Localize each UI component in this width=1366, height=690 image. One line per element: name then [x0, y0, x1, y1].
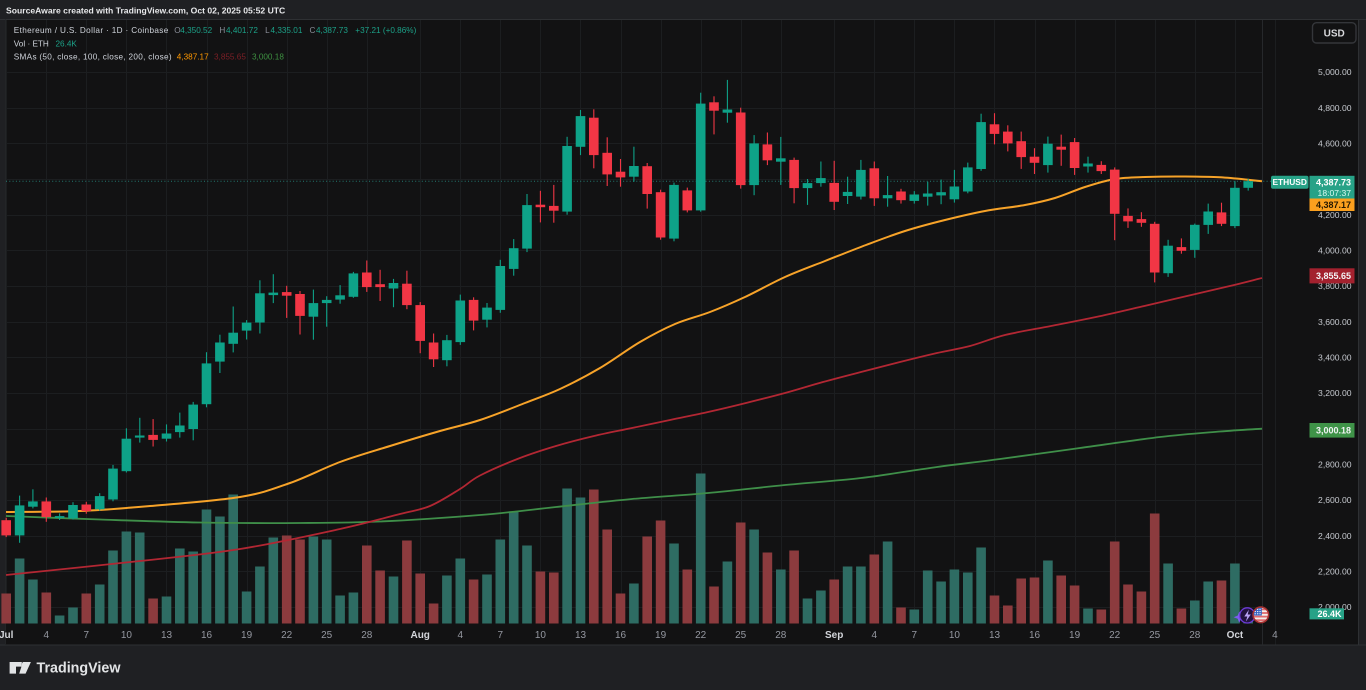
svg-text:5,000.00: 5,000.00 — [1318, 67, 1352, 77]
svg-text:7: 7 — [912, 630, 918, 641]
svg-text:16: 16 — [201, 630, 213, 641]
svg-text:16: 16 — [1029, 630, 1041, 641]
svg-text:4,387.17: 4,387.17 — [177, 53, 209, 62]
svg-text:2,800.00: 2,800.00 — [1318, 459, 1352, 469]
svg-text:L: L — [265, 26, 270, 35]
svg-text:2,200.00: 2,200.00 — [1318, 566, 1352, 576]
svg-text:3,200.00: 3,200.00 — [1318, 388, 1352, 398]
svg-text:10: 10 — [535, 630, 547, 641]
svg-text:4: 4 — [872, 630, 878, 641]
svg-text:4,350.52: 4,350.52 — [180, 26, 212, 35]
svg-text:18:07:37: 18:07:37 — [1318, 188, 1352, 198]
svg-text:7: 7 — [498, 630, 504, 641]
svg-text:28: 28 — [775, 630, 787, 641]
svg-text:SMAs (50, close, 100, close, 2: SMAs (50, close, 100, close, 200, close) — [14, 53, 172, 62]
svg-text:USD: USD — [1324, 29, 1345, 40]
svg-text:19: 19 — [655, 630, 667, 641]
svg-text:4,000.00: 4,000.00 — [1318, 246, 1352, 256]
svg-text:16: 16 — [615, 630, 627, 641]
svg-text:25: 25 — [1149, 630, 1161, 641]
svg-text:4: 4 — [44, 630, 50, 641]
svg-text:SourceAware created with Tradi: SourceAware created with TradingView.com… — [6, 6, 285, 16]
svg-text:3,800.00: 3,800.00 — [1318, 281, 1352, 291]
svg-text:TradingView: TradingView — [37, 661, 122, 677]
svg-text:4: 4 — [458, 630, 464, 641]
svg-text:13: 13 — [989, 630, 1001, 641]
svg-text:2,000.00: 2,000.00 — [1318, 602, 1352, 612]
svg-text:4,335.01: 4,335.01 — [271, 26, 303, 35]
svg-text:13: 13 — [161, 630, 173, 641]
svg-text:3,600.00: 3,600.00 — [1318, 317, 1352, 327]
svg-text:+37.21 (+0.86%): +37.21 (+0.86%) — [355, 26, 416, 35]
svg-text:19: 19 — [1069, 630, 1081, 641]
svg-text:22: 22 — [695, 630, 707, 641]
svg-text:25: 25 — [735, 630, 747, 641]
svg-text:3,000.18: 3,000.18 — [1316, 426, 1351, 436]
svg-text:10: 10 — [949, 630, 961, 641]
svg-text:4,387.73: 4,387.73 — [316, 26, 348, 35]
svg-text:4,387.17: 4,387.17 — [1316, 200, 1351, 210]
svg-text:4,800.00: 4,800.00 — [1318, 103, 1352, 113]
svg-text:C: C — [310, 26, 316, 35]
svg-text:3,855.65: 3,855.65 — [1316, 271, 1351, 281]
svg-text:4: 4 — [1272, 630, 1278, 641]
svg-text:10: 10 — [121, 630, 133, 641]
svg-text:4,401.72: 4,401.72 — [226, 26, 258, 35]
svg-text:22: 22 — [1109, 630, 1121, 641]
svg-text:Vol · ETH: Vol · ETH — [14, 39, 49, 48]
svg-text:Ethereum / U.S. Dollar · 1D ·: Ethereum / U.S. Dollar · 1D · Coinbase — [14, 26, 169, 35]
svg-text:25: 25 — [321, 630, 333, 641]
svg-text:Oct: Oct — [1227, 630, 1244, 641]
svg-text:3,000.18: 3,000.18 — [252, 53, 284, 62]
svg-text:2,400.00: 2,400.00 — [1318, 531, 1352, 541]
svg-text:26.4K: 26.4K — [56, 39, 78, 48]
svg-text:4,200.00: 4,200.00 — [1318, 210, 1352, 220]
svg-text:28: 28 — [1189, 630, 1201, 641]
svg-text:22: 22 — [281, 630, 293, 641]
svg-text:2,600.00: 2,600.00 — [1318, 495, 1352, 505]
svg-text:28: 28 — [361, 630, 373, 641]
svg-text:O: O — [174, 26, 180, 35]
svg-text:19: 19 — [241, 630, 253, 641]
svg-text:H: H — [219, 26, 225, 35]
svg-text:13: 13 — [575, 630, 587, 641]
svg-text:ETHUSD: ETHUSD — [1272, 177, 1306, 187]
svg-text:3,400.00: 3,400.00 — [1318, 352, 1352, 362]
svg-text:7: 7 — [84, 630, 90, 641]
svg-text:Aug: Aug — [410, 630, 429, 641]
svg-text:Jul: Jul — [0, 630, 14, 641]
svg-text:4,600.00: 4,600.00 — [1318, 139, 1352, 149]
svg-text:Sep: Sep — [825, 630, 843, 641]
svg-text:4,387.73: 4,387.73 — [1316, 178, 1351, 188]
svg-text:3,855.65: 3,855.65 — [214, 53, 246, 62]
svg-text:26.4K: 26.4K — [1317, 609, 1342, 619]
